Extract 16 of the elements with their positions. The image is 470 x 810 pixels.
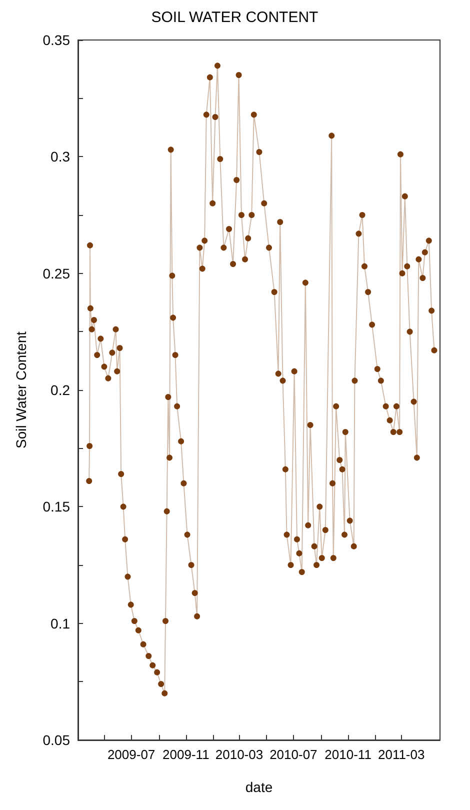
y-tick-label: 0.05	[42, 732, 70, 748]
x-tick-label: 2011-03	[378, 747, 425, 762]
y-axis-title: Soil Water Content	[13, 331, 29, 448]
chart-title: SOIL WATER CONTENT	[151, 9, 318, 26]
x-tick-label: 2010-11	[324, 747, 372, 762]
x-tick-label: 2009-07	[107, 747, 156, 762]
y-tick-label: 0.15	[42, 498, 70, 515]
y-tick-label: 0.1	[50, 615, 70, 632]
y-tick-label: 0.25	[42, 265, 70, 282]
x-tick-label: 2009-11	[162, 747, 210, 762]
y-tick-label: 0.3	[50, 148, 70, 165]
x-tick-label: 2010-07	[270, 747, 318, 762]
y-tick-label: 0.2	[50, 382, 70, 398]
y-tick-label: 0.35	[42, 32, 70, 48]
x-tick-label: 2010-03	[215, 747, 264, 762]
x-axis-title: date	[245, 779, 273, 795]
